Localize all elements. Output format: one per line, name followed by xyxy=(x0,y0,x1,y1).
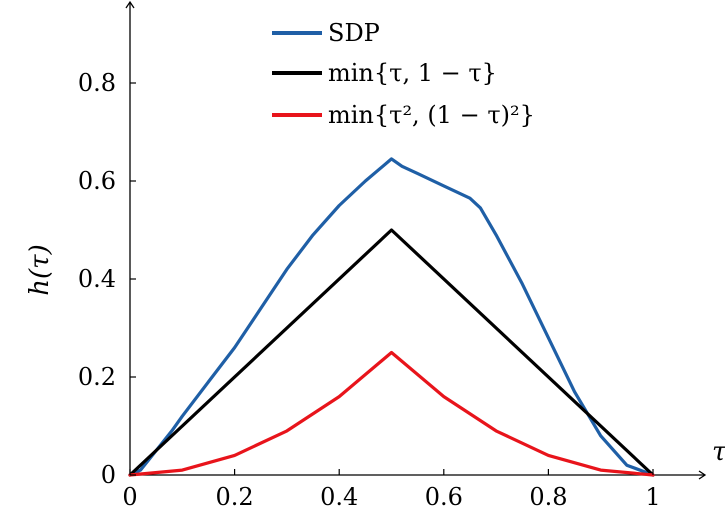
legend-label: SDP xyxy=(328,19,380,47)
plot-lines xyxy=(128,157,655,477)
y-tick-label: 0.8 xyxy=(78,69,116,97)
axes xyxy=(125,0,707,480)
x-tick-label: 0.4 xyxy=(320,483,358,511)
x-tick-label: 1 xyxy=(645,483,660,511)
y-axis-arrow xyxy=(125,0,135,9)
series-line xyxy=(128,157,655,477)
series-line xyxy=(128,350,655,477)
legend-label: min{τ², (1 − τ)²} xyxy=(328,101,535,129)
legend: SDP min{τ, 1 − τ} min{τ², (1 − τ)²} xyxy=(272,19,535,129)
x-tick-label: 0.6 xyxy=(425,483,463,511)
x-tick-label: 0 xyxy=(122,483,137,511)
y-tick-label: 0.6 xyxy=(78,167,116,195)
ticks: 0 0.2 0.4 0.6 0.8 1 0 0.2 0.4 0.6 0.8 xyxy=(78,69,661,511)
x-axis-label: τ xyxy=(712,437,725,467)
y-tick-label: 0 xyxy=(101,461,116,489)
y-tick-label: 0.2 xyxy=(78,363,116,391)
x-tick-label: 0.2 xyxy=(216,483,254,511)
x-axis-arrow xyxy=(698,470,707,480)
x-tick-label: 0.8 xyxy=(529,483,567,511)
series-line xyxy=(128,228,655,477)
legend-label: min{τ, 1 − τ} xyxy=(328,59,497,87)
y-axis-label: h(τ) xyxy=(25,244,55,295)
y-tick-label: 0.4 xyxy=(78,265,116,293)
